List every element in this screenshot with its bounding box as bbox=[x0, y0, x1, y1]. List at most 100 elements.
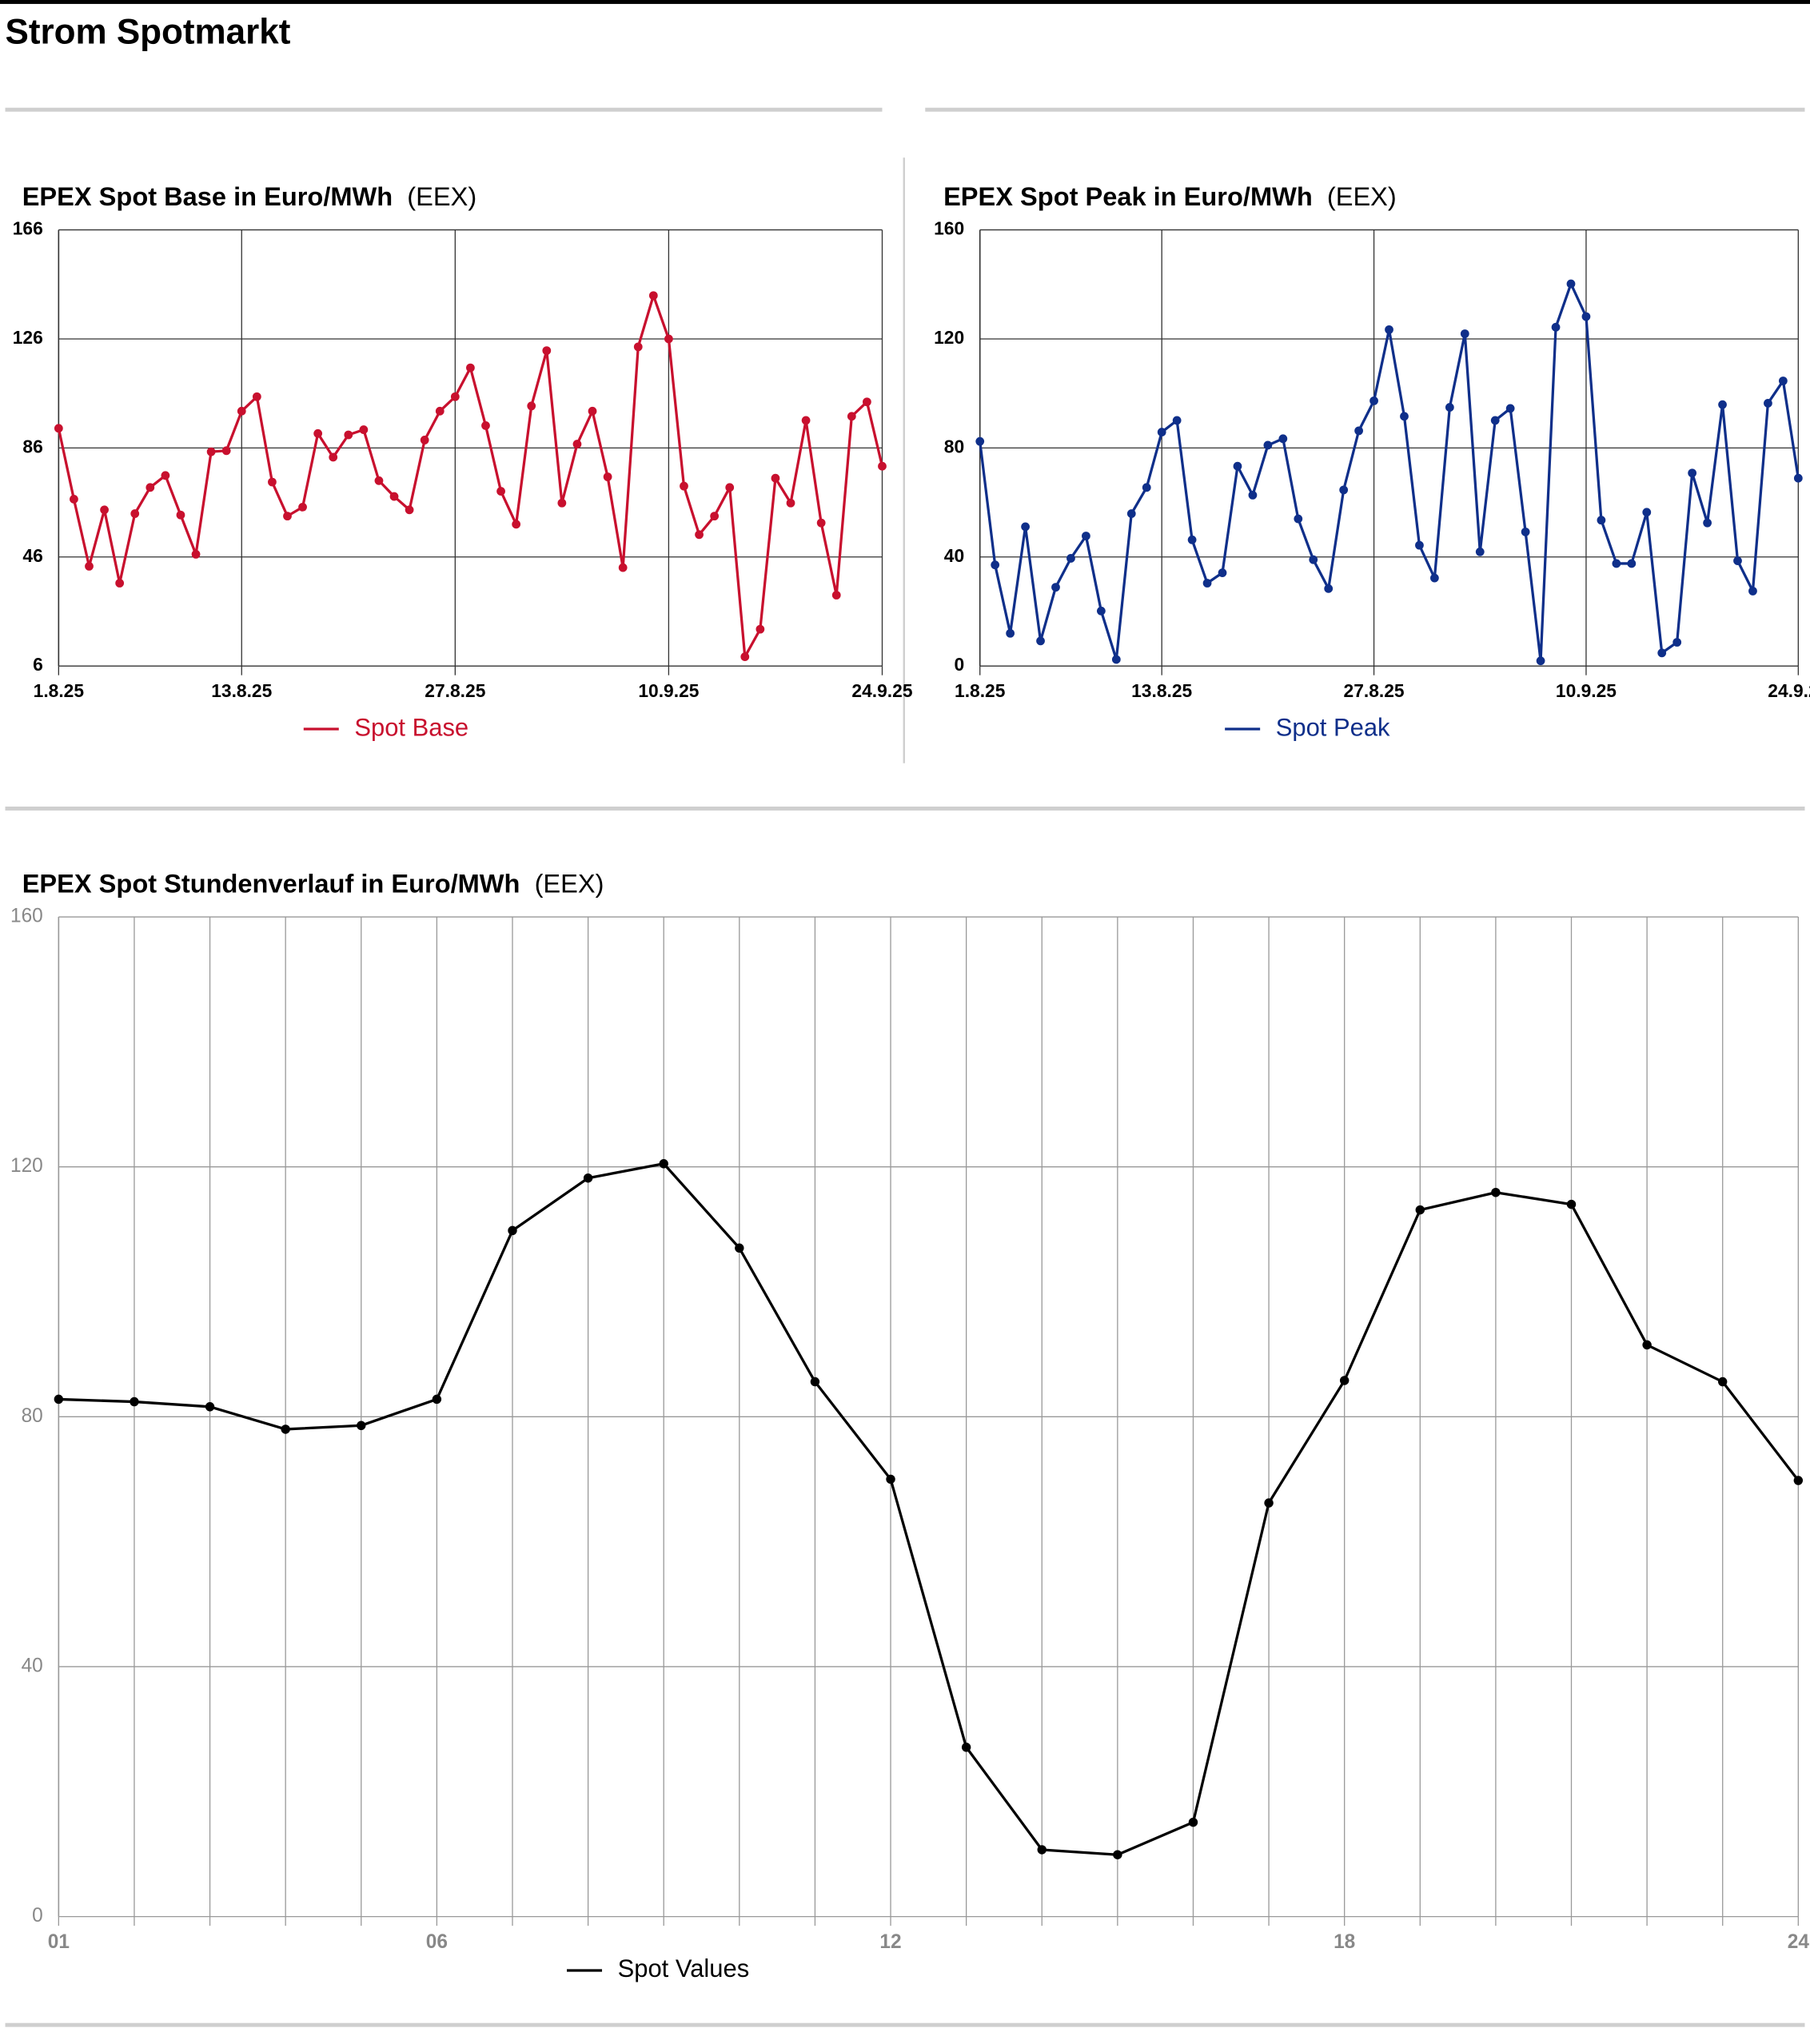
data-point bbox=[1037, 1845, 1047, 1855]
y-tick-label: 0 bbox=[32, 1905, 43, 1926]
data-point bbox=[432, 1394, 442, 1405]
data-point bbox=[1021, 522, 1030, 532]
data-point bbox=[252, 392, 261, 401]
page-title: Strom Spotmarkt bbox=[6, 12, 291, 51]
data-point bbox=[583, 1173, 593, 1183]
data-point bbox=[1597, 516, 1606, 525]
x-tick-label: 13.8.25 bbox=[1131, 680, 1192, 701]
data-point bbox=[313, 428, 323, 438]
chart-source: (EEX) bbox=[407, 181, 476, 211]
data-point bbox=[735, 1243, 744, 1253]
data-point bbox=[146, 483, 155, 492]
data-point bbox=[1642, 1340, 1652, 1350]
series-line bbox=[57, 294, 884, 659]
data-point bbox=[374, 476, 384, 485]
data-point bbox=[1339, 485, 1349, 495]
data-point bbox=[816, 518, 826, 528]
data-point bbox=[450, 392, 460, 401]
data-point bbox=[527, 401, 536, 411]
data-point bbox=[1172, 416, 1182, 425]
y-tick-label: 166 bbox=[13, 218, 43, 239]
data-point bbox=[344, 430, 353, 440]
data-point bbox=[618, 563, 628, 572]
y-tick-label: 6 bbox=[33, 654, 43, 675]
data-point bbox=[831, 591, 841, 600]
data-point bbox=[572, 440, 582, 449]
data-point bbox=[283, 512, 292, 521]
x-tick-label: 10.9.25 bbox=[638, 680, 699, 701]
separator bbox=[925, 107, 1805, 112]
data-point bbox=[1339, 1376, 1350, 1385]
data-point bbox=[268, 477, 277, 487]
data-point bbox=[130, 1397, 139, 1407]
x-tick-label: 27.8.25 bbox=[1344, 680, 1405, 701]
x-tick-label: 24 bbox=[1788, 1931, 1810, 1953]
data-point bbox=[961, 1743, 971, 1752]
data-point bbox=[281, 1424, 290, 1434]
data-point bbox=[54, 424, 63, 433]
data-point bbox=[1718, 400, 1727, 409]
data-point bbox=[1354, 426, 1363, 436]
data-point bbox=[191, 549, 201, 559]
data-point bbox=[1111, 655, 1121, 664]
y-tick-label: 40 bbox=[944, 545, 964, 566]
data-point bbox=[659, 1159, 668, 1169]
data-point bbox=[1264, 1498, 1274, 1508]
x-tick-label: 13.8.25 bbox=[211, 680, 272, 701]
data-point bbox=[100, 505, 109, 515]
chart-title-main: EPEX Spot Peak in Euro/MWh bbox=[943, 181, 1313, 211]
data-point bbox=[329, 452, 338, 462]
data-point bbox=[878, 461, 887, 471]
data-point bbox=[755, 624, 765, 634]
data-point bbox=[648, 291, 658, 301]
data-point bbox=[1733, 556, 1742, 565]
y-tick-label: 120 bbox=[10, 1155, 43, 1177]
data-point bbox=[1566, 279, 1576, 289]
x-tick-label: 1.8.25 bbox=[34, 680, 85, 701]
data-point bbox=[205, 1402, 215, 1412]
data-point bbox=[357, 1420, 366, 1431]
data-point bbox=[975, 436, 985, 446]
y-tick-label: 46 bbox=[22, 545, 42, 566]
y-tick-label: 86 bbox=[22, 436, 42, 456]
data-point bbox=[1764, 399, 1772, 408]
data-point bbox=[588, 406, 597, 416]
data-point bbox=[1006, 628, 1015, 638]
data-point bbox=[1581, 312, 1591, 321]
data-point bbox=[740, 652, 750, 661]
data-point bbox=[1142, 483, 1151, 492]
data-point bbox=[1036, 636, 1045, 646]
data-point bbox=[1430, 573, 1439, 583]
x-tick-label: 24.9.25 bbox=[851, 680, 912, 701]
data-point bbox=[786, 498, 795, 508]
x-tick-label: 18 bbox=[1334, 1931, 1355, 1953]
y-tick-label: 120 bbox=[934, 327, 964, 348]
legend-label: Spot Values bbox=[618, 1954, 750, 1982]
data-point bbox=[1324, 584, 1334, 593]
data-point bbox=[1657, 648, 1667, 658]
data-point bbox=[710, 512, 720, 521]
data-point bbox=[161, 471, 170, 480]
data-point bbox=[991, 560, 1000, 570]
y-tick-label: 0 bbox=[954, 654, 964, 675]
data-point bbox=[481, 420, 490, 430]
chart-source: (EEX) bbox=[1327, 181, 1397, 211]
data-point bbox=[886, 1474, 895, 1484]
data-point bbox=[1536, 656, 1545, 666]
y-tick-label: 160 bbox=[934, 218, 964, 239]
data-point bbox=[1793, 1476, 1804, 1485]
data-point bbox=[70, 495, 78, 504]
data-point bbox=[508, 1225, 517, 1236]
data-point bbox=[221, 446, 231, 456]
data-point bbox=[1096, 606, 1106, 616]
data-point bbox=[1793, 473, 1803, 483]
top-rule bbox=[0, 0, 1810, 4]
data-point bbox=[298, 502, 307, 512]
x-tick-label: 12 bbox=[879, 1931, 901, 1953]
x-tick-label: 01 bbox=[48, 1931, 70, 1953]
data-point bbox=[1188, 1817, 1198, 1827]
data-point bbox=[1415, 540, 1424, 550]
x-tick-label: 1.8.25 bbox=[955, 680, 1006, 701]
